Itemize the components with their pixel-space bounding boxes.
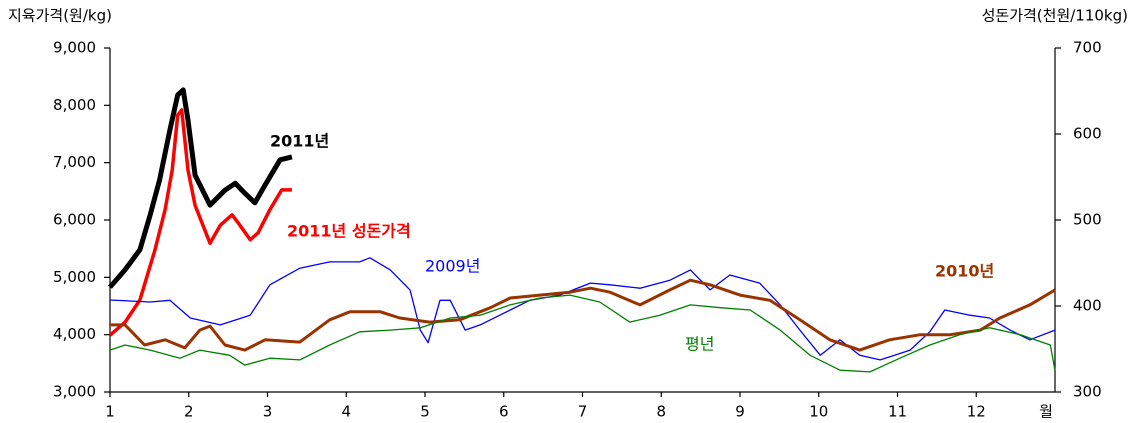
y2-tick-label: 400 [1073,297,1102,315]
x-tick-label: 3 [263,403,273,421]
y-axis-title: 지육가격(원/kg) [8,7,112,25]
y-tick-label: 9,000 [53,39,96,57]
series-label: 2010년 [935,262,994,281]
series-line [108,108,292,337]
y-tick-label: 8,000 [53,96,96,114]
y-tick-label: 3,000 [53,383,96,401]
series-line [110,278,1056,352]
y2-tick-label: 300 [1073,383,1102,401]
x-unit-label: 월 [1039,403,1053,421]
x-tick-label: 10 [809,403,828,421]
y-tick-label: 4,000 [53,325,96,343]
y2-tick-label: 600 [1073,125,1102,143]
x-tick-label: 2 [184,403,194,421]
series-label: 2011년 [270,132,329,151]
x-tick-label: 4 [341,403,351,421]
y-tick-label: 6,000 [53,211,96,229]
series-label: 2009년 [425,257,480,276]
x-tick-label: 11 [888,403,907,421]
y2-tick-label: 500 [1073,211,1102,229]
series-label: 2011년 성돈가격 [287,222,411,241]
series-line [108,87,293,289]
y2-axis-title: 성돈가격(천원/110kg) [982,7,1128,25]
series-line [109,257,1056,361]
x-tick-label: 1 [105,403,115,421]
x-tick-label: 8 [656,403,666,421]
x-tick-label: 5 [420,403,430,421]
x-tick-label: 6 [499,403,509,421]
y-tick-label: 5,000 [53,268,96,286]
x-tick-label: 7 [578,403,588,421]
x-tick-label: 12 [967,403,986,421]
y-tick-label: 7,000 [53,153,96,171]
series-line [109,294,1056,373]
series-label: 평년 [685,335,714,354]
axis-frame [109,48,1056,393]
y2-tick-label: 700 [1073,39,1102,57]
x-tick-label: 9 [735,403,745,421]
